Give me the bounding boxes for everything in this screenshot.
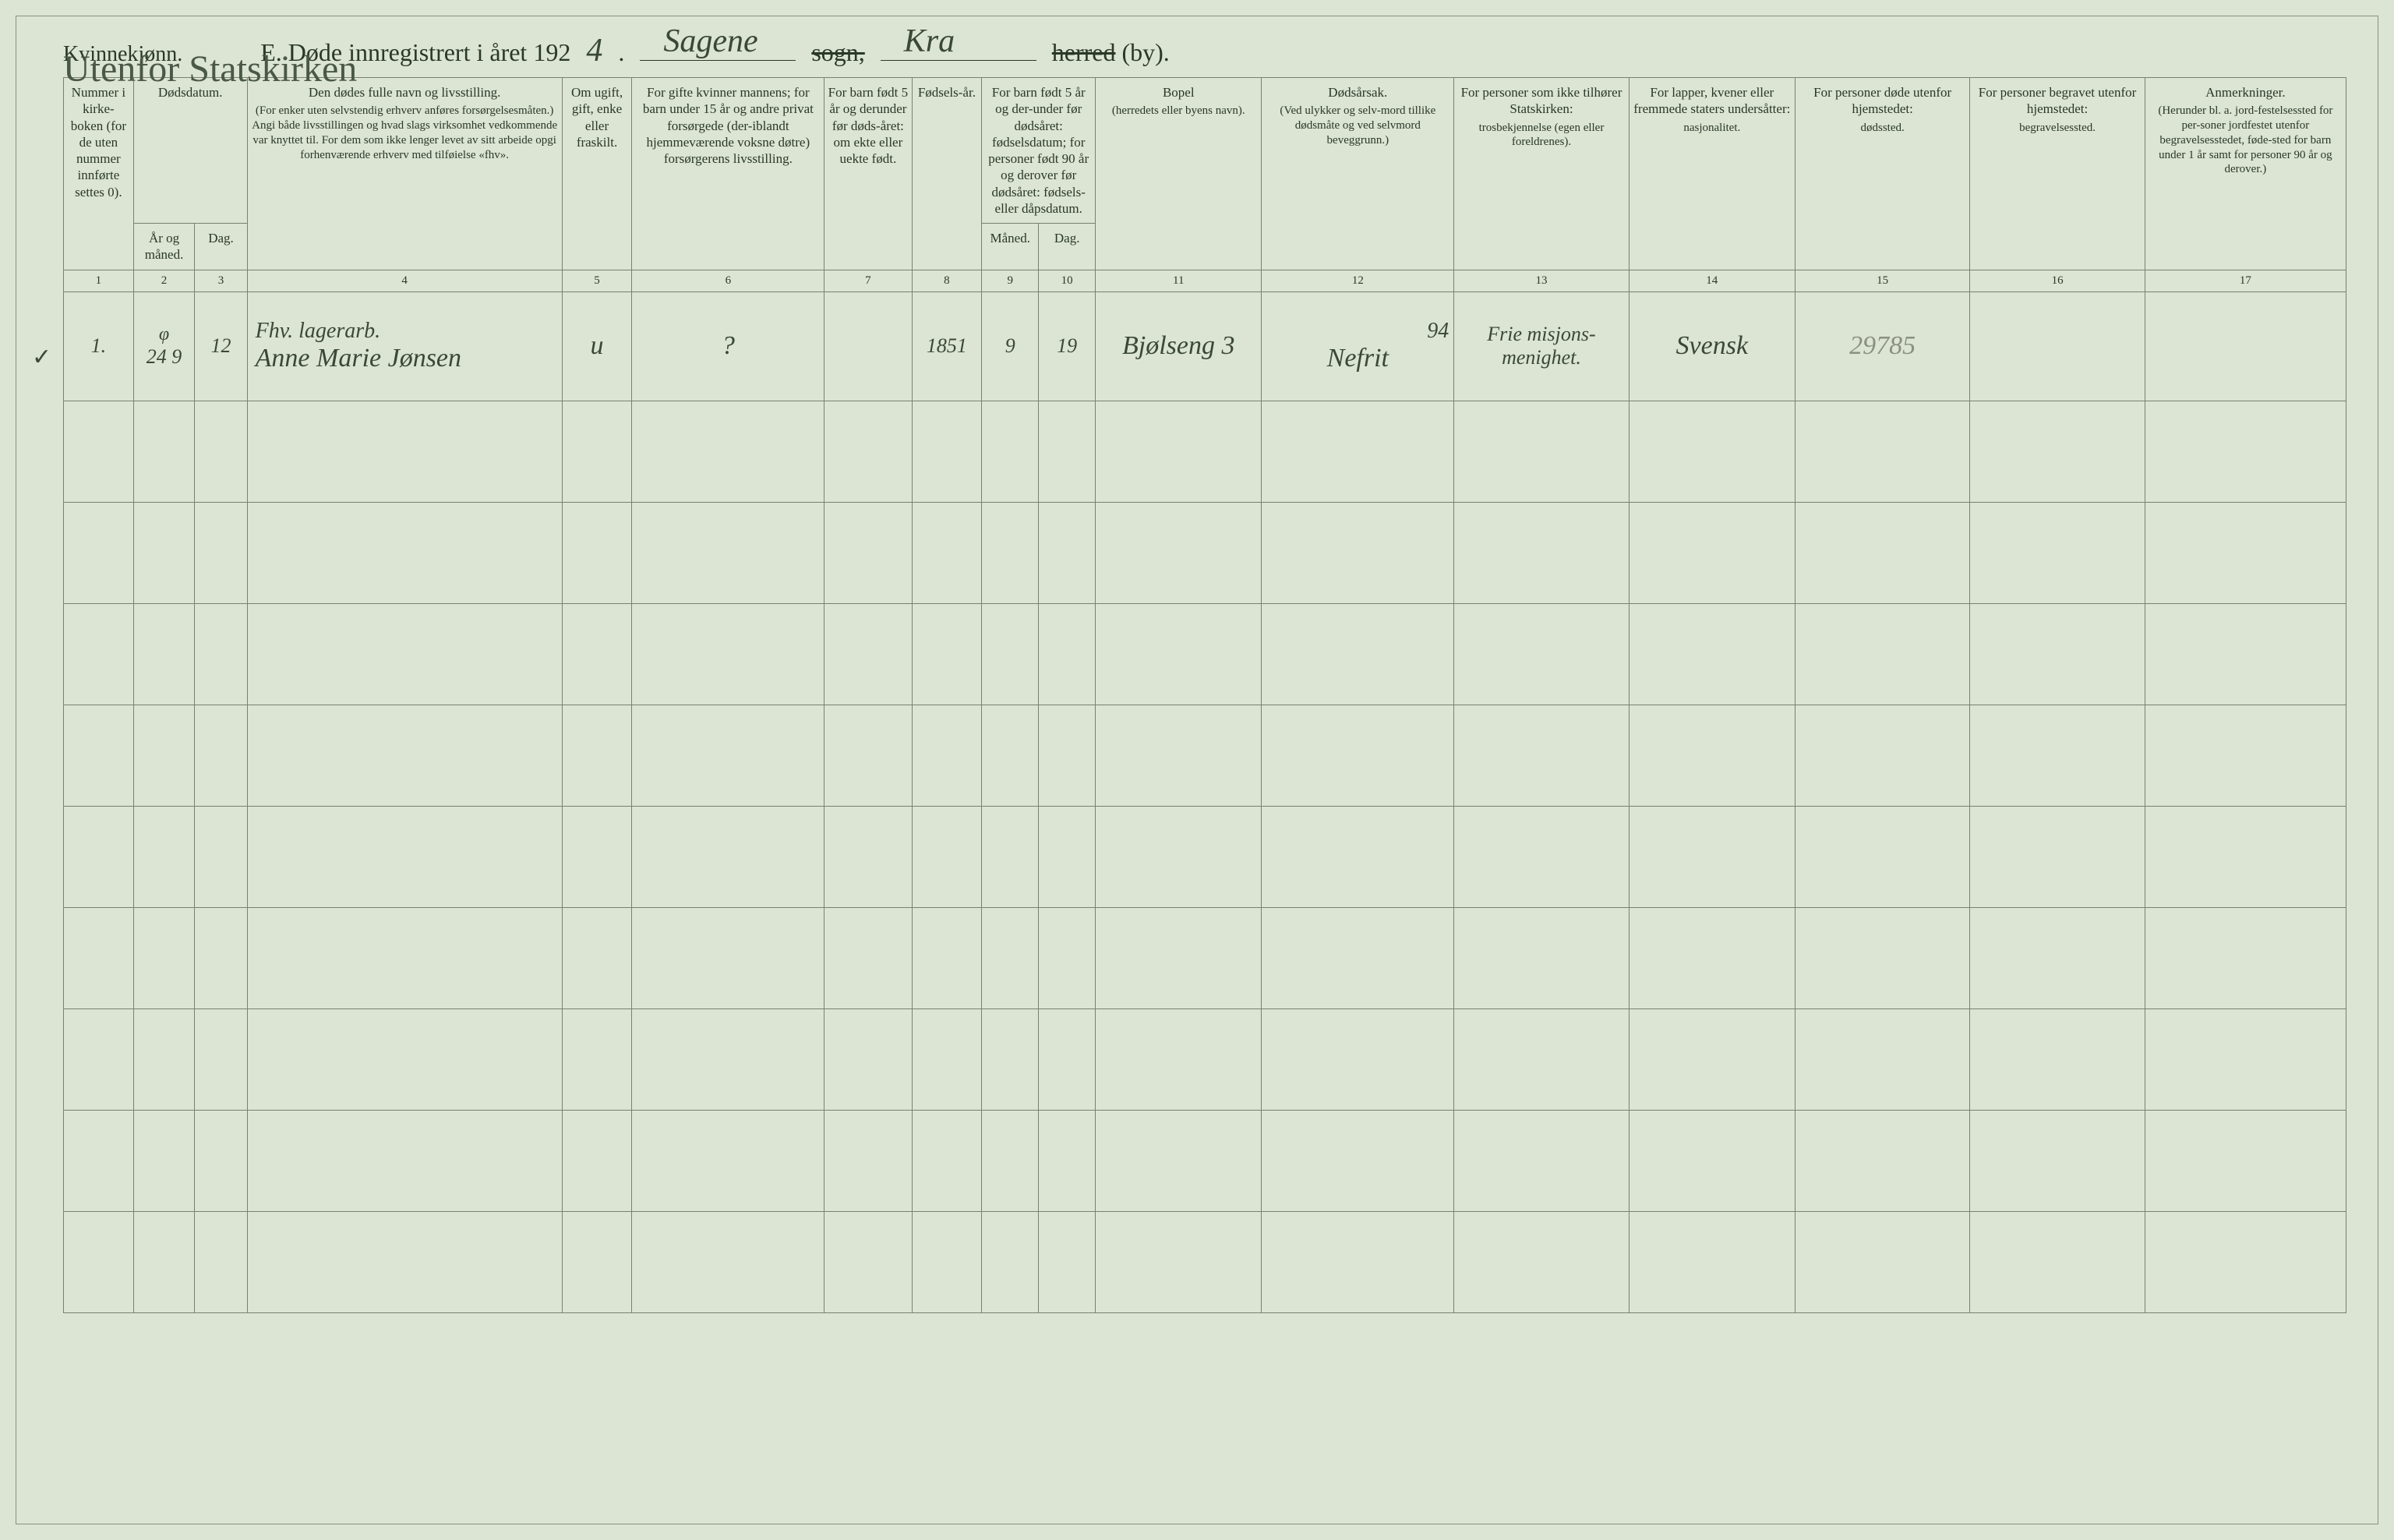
cell-name: Fhv. lagerarb.Anne Marie Jønsen [247, 291, 562, 401]
herred-label: herred (by). [1052, 38, 1170, 67]
th-dodsdatum: Dødsdatum. [133, 78, 247, 224]
th-2: År og måned. [133, 224, 195, 270]
table-row: 1. φ24 9 12 Fhv. lagerarb.Anne Marie Jøn… [64, 291, 2346, 401]
cell-deathplace: 29785 [1795, 291, 1969, 401]
table-body: 1. φ24 9 12 Fhv. lagerarb.Anne Marie Jøn… [64, 291, 2346, 1312]
table-row [64, 1110, 2346, 1211]
cell-birthmonth: 9 [982, 291, 1039, 401]
cell-remarks [2145, 291, 2346, 401]
prefix-script: Utenfor Statskirken [63, 48, 357, 90]
cell-legit [824, 291, 912, 401]
year-suffix: 4 [586, 32, 602, 69]
cell-nationality: Svensk [1629, 291, 1795, 401]
colnum: 1 [64, 270, 134, 291]
cell-num: 1. [64, 291, 134, 401]
parish-field: Sagene [640, 36, 796, 61]
cell-burial [1970, 291, 2145, 401]
th-4: Den dødes fulle navn og livsstilling.(Fo… [247, 78, 562, 270]
colnum: 7 [824, 270, 912, 291]
ledger-page: Kvinnekjønn. E. Døde innregistrert i åre… [16, 16, 2378, 1524]
table-row [64, 907, 2346, 1008]
th-9: Måned. [982, 224, 1039, 270]
colnum: 13 [1454, 270, 1629, 291]
parish-value: Sagene [663, 23, 757, 60]
table-row [64, 705, 2346, 806]
cell-year-month: φ24 9 [133, 291, 195, 401]
colnum: 14 [1629, 270, 1795, 291]
column-number-row: 1 2 3 4 5 6 7 8 9 10 11 12 13 14 15 16 1 [64, 270, 2346, 291]
th-7: For barn født 5 år og derunder før døds-… [824, 78, 912, 270]
table-row [64, 1008, 2346, 1110]
colnum: 3 [195, 270, 247, 291]
cell-birthday: 19 [1039, 291, 1096, 401]
th-17: Anmerkninger.(Herunder bl. a. jord-feste… [2145, 78, 2346, 270]
sogn-label: sogn, [811, 38, 864, 67]
th-12: Dødsårsak.(Ved ulykker og selv-mord till… [1262, 78, 1454, 270]
th-8: Fødsels-år. [912, 78, 982, 270]
colnum: 10 [1039, 270, 1096, 291]
colnum: 8 [912, 270, 982, 291]
th-1: Nummer i kirke-boken (for de uten nummer… [64, 78, 134, 270]
th-16: For personer begravet utenfor hjemstedet… [1970, 78, 2145, 270]
district-value: Kra [904, 23, 955, 60]
colnum: 2 [133, 270, 195, 291]
table-row [64, 603, 2346, 705]
ledger-table-wrap: Nummer i kirke-boken (for de uten nummer… [16, 77, 2378, 1313]
colnum: 16 [1970, 270, 2145, 291]
cell-status: u [562, 291, 632, 401]
th-14: For lapper, kvener eller fremmede stater… [1629, 78, 1795, 270]
th-6: For gifte kvinner mannens; for barn unde… [632, 78, 824, 270]
th-5: Om ugift, gift, enke eller fraskilt. [562, 78, 632, 270]
cell-spouse: ? [632, 291, 824, 401]
page-header: Kvinnekjønn. E. Døde innregistrert i åre… [16, 16, 2378, 77]
table-head: Nummer i kirke-boken (for de uten nummer… [64, 78, 2346, 292]
ledger-table: Nummer i kirke-boken (for de uten nummer… [63, 77, 2346, 1313]
colnum: 15 [1795, 270, 1969, 291]
th-10: Dag. [1039, 224, 1096, 270]
colnum: 4 [247, 270, 562, 291]
th-3: Dag. [195, 224, 247, 270]
colnum: 9 [982, 270, 1039, 291]
colnum: 5 [562, 270, 632, 291]
colnum: 11 [1096, 270, 1262, 291]
table-row [64, 806, 2346, 907]
colnum: 17 [2145, 270, 2346, 291]
district-field: Kra [881, 36, 1036, 61]
th-13: For personer som ikke tilhører Statskirk… [1454, 78, 1629, 270]
th-15: For personer døde utenfor hjemstedet:død… [1795, 78, 1969, 270]
th-11: Bopel(herredets eller byens navn). [1096, 78, 1262, 270]
cell-faith: Frie misjons-menighet. [1454, 291, 1629, 401]
table-row [64, 401, 2346, 502]
th-barnfodt: For barn født 5 år og der-under før døds… [982, 78, 1096, 224]
cell-cause: 94Nefrit [1262, 291, 1454, 401]
table-row [64, 502, 2346, 603]
cell-bopel: Bjølseng 3 [1096, 291, 1262, 401]
margin-check: ✓ [32, 344, 51, 371]
colnum: 6 [632, 270, 824, 291]
colnum: 12 [1262, 270, 1454, 291]
cell-day: 12 [195, 291, 247, 401]
table-row [64, 1211, 2346, 1312]
cell-birthyear: 1851 [912, 291, 982, 401]
